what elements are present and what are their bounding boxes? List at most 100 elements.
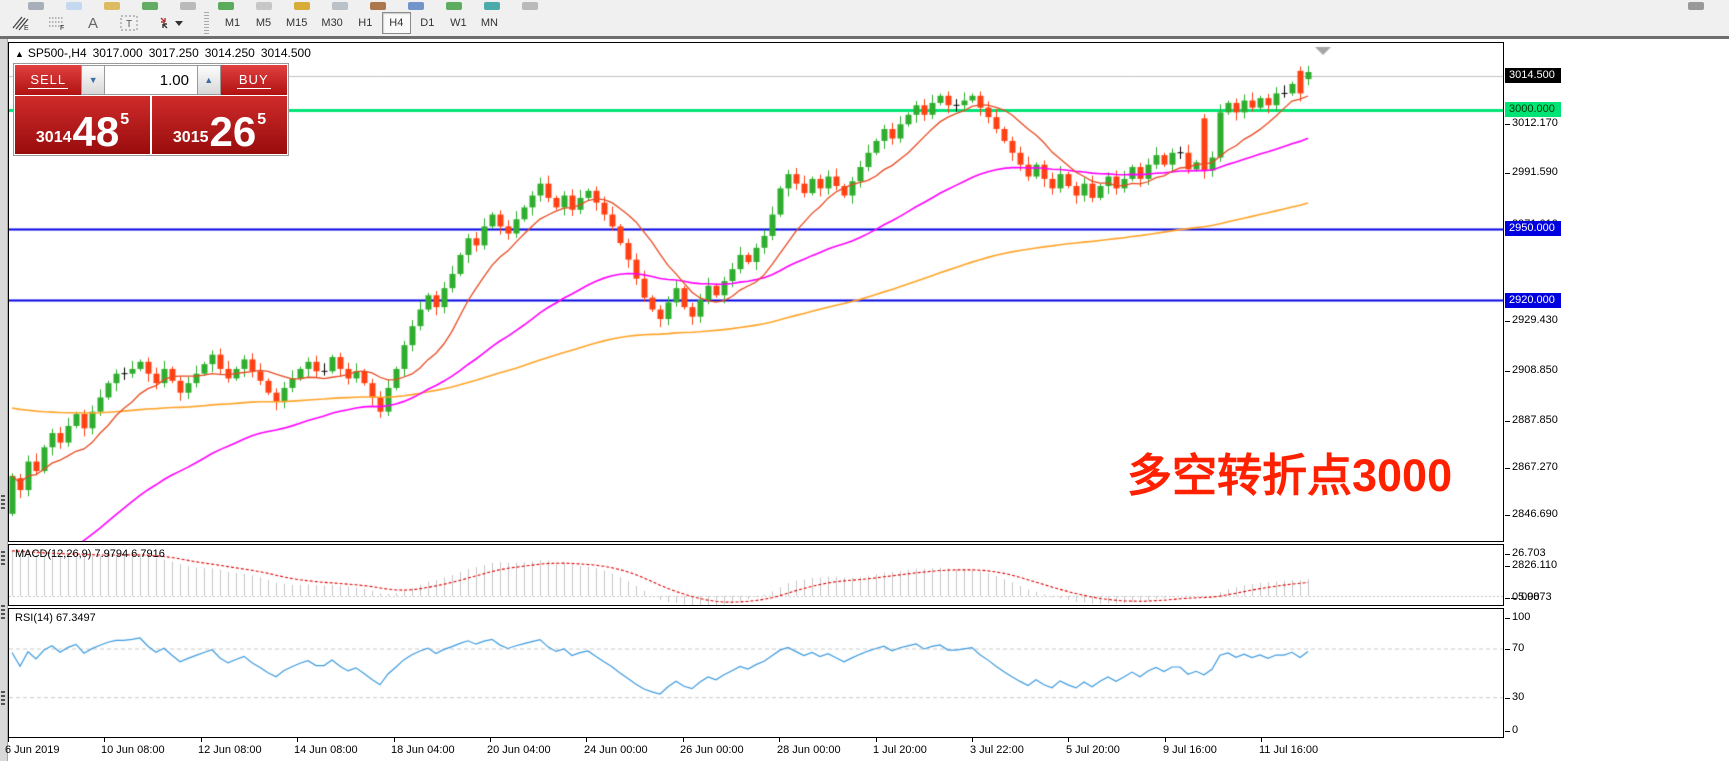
- price-tick: 2826.110: [1504, 559, 1558, 571]
- time-label: 18 Jun 04:00: [391, 744, 455, 756]
- time-tick: [586, 738, 588, 742]
- text-tool-icon[interactable]: A: [87, 14, 98, 32]
- time-label: 12 Jun 08:00: [198, 744, 262, 756]
- macd-indicator-pane[interactable]: MACD(12,26,9) 7.9794 6.7916: [8, 544, 1504, 606]
- time-tick: [972, 738, 973, 742]
- timeframe-m30[interactable]: M30: [321, 17, 343, 29]
- timeframe-h4-active[interactable]: H4: [381, 12, 411, 34]
- macd-axis-overlap: 5.9873: [1511, 591, 1552, 603]
- time-tick: [682, 738, 684, 742]
- time-label: 10 Jun 08:00: [101, 744, 165, 756]
- rsi-label: RSI(14) 67.3497: [15, 612, 96, 624]
- sell-price-prefix: 3014: [35, 129, 72, 146]
- chart-draw-tool-icon[interactable]: E: [6, 11, 36, 35]
- dotted-grid-icon: F: [49, 17, 64, 31]
- svg-text:E: E: [24, 25, 29, 31]
- time-tick: [200, 738, 202, 742]
- level-2920-badge: 2920.000: [1505, 293, 1561, 308]
- time-label: 3 Jul 22:00: [970, 744, 1024, 756]
- time-label: 26 Jun 00:00: [680, 744, 744, 756]
- buy-price-pip: 5: [257, 111, 267, 128]
- left-window-edge: [0, 39, 8, 761]
- price-axis[interactable]: 3012.170 2991.590 2971.010 2929.430 2908…: [1504, 42, 1729, 761]
- price-tick: 3012.170: [1505, 117, 1558, 129]
- time-tick: [8, 738, 9, 742]
- pane-grip[interactable]: [1, 691, 5, 705]
- time-label: 6 Jun 2019: [5, 744, 60, 756]
- toolbar-separator: [204, 12, 209, 34]
- time-tick: [490, 738, 491, 742]
- buy-button[interactable]: BUY: [220, 65, 287, 95]
- time-tick: [1164, 738, 1166, 742]
- price-tick: 2929.430: [1505, 314, 1558, 326]
- quote-ohlc-header: ▲ SP500-,H4 3017.000 3017.250 3014.250 3014.5…: [15, 46, 317, 60]
- time-label: 1 Jul 20:00: [873, 744, 927, 756]
- time-label: 24 Jun 00:00: [584, 744, 648, 756]
- rsi-indicator-pane[interactable]: RSI(14) 67.3497: [8, 608, 1504, 738]
- price-tick: 2867.270: [1505, 461, 1558, 473]
- time-label: 28 Jun 00:00: [777, 744, 841, 756]
- time-axis[interactable]: 6 Jun 2019 10 Jun 08:00 12 Jun 08:00 14 …: [5, 738, 1729, 761]
- buy-price-main: 26: [209, 108, 257, 156]
- arrows-tool-icon[interactable]: [150, 11, 190, 35]
- timeframe-m1[interactable]: M1: [224, 17, 241, 29]
- macd-label: MACD(12,26,9) 7.9794 6.7916: [15, 548, 165, 560]
- price-tick: 2887.850: [1505, 414, 1558, 426]
- arrows-dropdown-icon: [160, 17, 183, 29]
- rsi-chart-canvas[interactable]: [9, 609, 1503, 737]
- collapse-triangle-icon[interactable]: ▲: [15, 49, 24, 59]
- price-tick: 2908.850: [1505, 364, 1558, 376]
- rsi-axis-0: 0: [1504, 724, 1519, 736]
- svg-text:T: T: [126, 19, 132, 30]
- diagonal-lines-icon: E: [12, 16, 29, 31]
- timeframe-h1[interactable]: H1: [358, 17, 373, 29]
- rsi-axis-70: 70: [1504, 642, 1525, 654]
- price-tick: 2991.590: [1505, 166, 1558, 178]
- volume-decrease-button[interactable]: ▼: [81, 65, 105, 95]
- main-price-pane[interactable]: ▲ SP500-,H4 3017.000 3017.250 3014.250 3014.5…: [8, 42, 1504, 542]
- symbol-label: SP500-,H4: [27, 46, 87, 60]
- time-label: 20 Jun 04:00: [487, 744, 551, 756]
- close-value: 3014.500: [260, 46, 311, 60]
- time-label: 9 Jul 16:00: [1163, 744, 1217, 756]
- buy-price-prefix: 3015: [172, 129, 209, 146]
- time-label: 11 Jul 16:00: [1259, 744, 1319, 756]
- svg-text:F: F: [60, 25, 64, 31]
- pane-grip[interactable]: [1, 551, 5, 565]
- time-tick: [1261, 738, 1263, 742]
- volume-increase-button[interactable]: ▲: [197, 65, 221, 95]
- time-tick: [393, 738, 395, 742]
- buy-price-display[interactable]: 3015 26 5: [152, 96, 287, 154]
- timeframe-d1[interactable]: D1: [420, 17, 435, 29]
- volume-input[interactable]: [105, 65, 197, 95]
- sell-button[interactable]: SELL: [15, 65, 82, 95]
- time-label: 5 Jul 20:00: [1066, 744, 1120, 756]
- price-tick: 2846.690: [1505, 508, 1558, 520]
- time-tick: [104, 738, 106, 742]
- pane-grip[interactable]: [1, 605, 5, 619]
- rsi-axis-30: 30: [1504, 691, 1525, 703]
- rsi-axis-100: 100: [1504, 611, 1531, 623]
- sell-price-pip: 5: [120, 111, 130, 128]
- pane-grip[interactable]: [1, 495, 5, 509]
- time-label: 14 Jun 08:00: [294, 744, 358, 756]
- time-tick: [1068, 738, 1070, 742]
- one-click-trading-widget: SELL ▼ ▲ BUY 3014 48 5 3015 26 5: [13, 63, 289, 156]
- clipped-toolbar-icons: [0, 0, 1729, 10]
- timeframe-m15[interactable]: M15: [286, 17, 308, 29]
- macd-chart-canvas[interactable]: [9, 545, 1503, 605]
- level-2950-badge: 2950.000: [1505, 221, 1561, 236]
- text-label-tool-icon[interactable]: T: [114, 11, 144, 35]
- timeframe-m5[interactable]: M5: [255, 17, 272, 29]
- time-tick: [297, 738, 299, 742]
- high-value: 3017.250: [148, 46, 199, 60]
- boxed-t-icon: T: [120, 15, 138, 31]
- timeframe-mn[interactable]: MN: [480, 17, 498, 29]
- sell-price-main: 48: [72, 108, 120, 156]
- timeframe-w1[interactable]: W1: [450, 17, 467, 29]
- fibonacci-tool-icon[interactable]: F: [42, 11, 72, 35]
- macd-axis-max: 26.703: [1505, 547, 1546, 559]
- sell-price-display[interactable]: 3014 48 5: [15, 96, 150, 154]
- open-value: 3017.000: [92, 46, 143, 60]
